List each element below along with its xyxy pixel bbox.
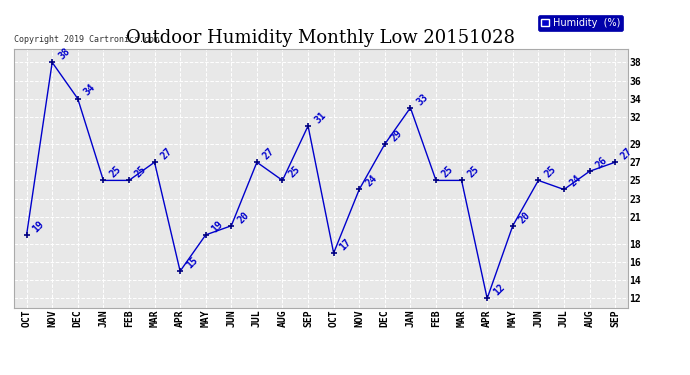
Text: 34: 34 [82,82,97,98]
Text: 24: 24 [568,173,584,189]
Text: 38: 38 [57,46,72,62]
Text: 25: 25 [108,164,123,180]
Title: Outdoor Humidity Monthly Low 20151028: Outdoor Humidity Monthly Low 20151028 [126,29,515,47]
Text: 33: 33 [415,92,430,107]
Text: 25: 25 [133,164,148,180]
Text: 17: 17 [338,237,353,252]
Legend: Humidity  (%): Humidity (%) [538,15,623,31]
Text: 19: 19 [210,219,225,234]
Text: 27: 27 [159,146,174,162]
Text: 27: 27 [619,146,635,162]
Text: 24: 24 [364,173,379,189]
Text: 29: 29 [389,128,404,143]
Text: 15: 15 [184,255,199,270]
Text: 20: 20 [235,210,251,225]
Text: Copyright 2019 Cartronics.com: Copyright 2019 Cartronics.com [14,34,159,44]
Text: 31: 31 [312,110,328,125]
Text: 27: 27 [261,146,277,162]
Text: 25: 25 [286,164,302,180]
Text: 19: 19 [31,219,46,234]
Text: 25: 25 [440,164,455,180]
Text: 12: 12 [491,282,506,298]
Text: 25: 25 [542,164,558,180]
Text: 20: 20 [517,210,532,225]
Text: 26: 26 [593,155,609,171]
Text: 25: 25 [466,164,481,180]
